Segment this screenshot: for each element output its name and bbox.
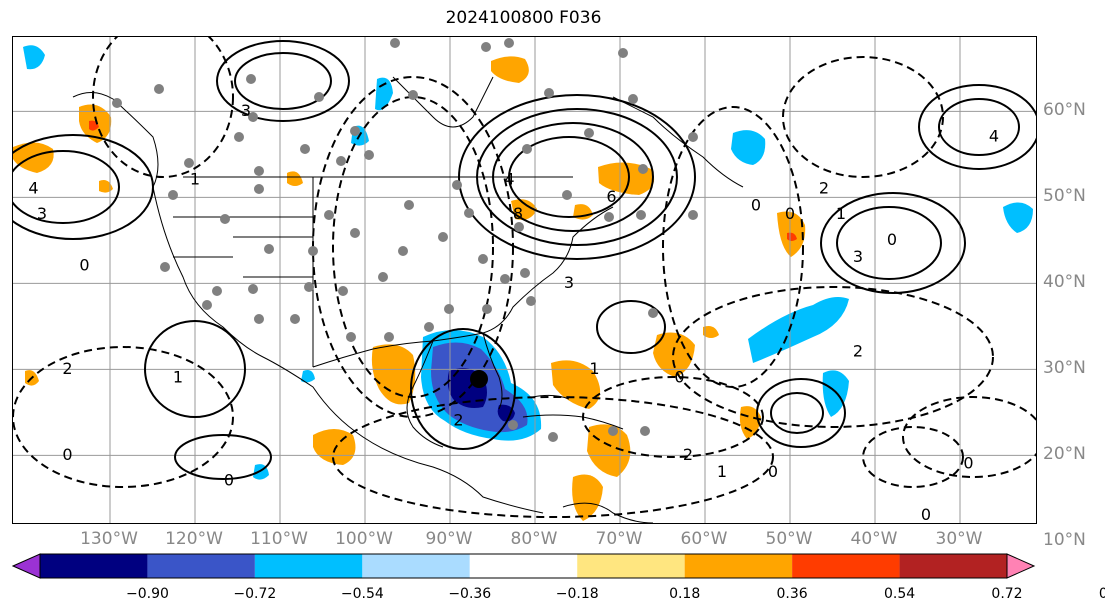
latitude-label: 40°N bbox=[1043, 272, 1086, 293]
longitude-label: 120°W bbox=[165, 529, 223, 549]
colorbar-segment bbox=[684, 554, 793, 578]
contour-label: 2 bbox=[819, 178, 829, 197]
map-title: 2024100800 F036 bbox=[445, 8, 602, 28]
contour-lines bbox=[13, 40, 1036, 480]
colorbar-tick-label: −0.90 bbox=[125, 586, 169, 602]
colorbar-segment bbox=[254, 554, 363, 578]
colorbar-tick-label: 0.72 bbox=[991, 586, 1023, 602]
longitude-label: 80°W bbox=[510, 529, 558, 549]
longitude-label: 100°W bbox=[335, 529, 393, 549]
contour-label: 2 bbox=[853, 342, 863, 361]
contour-label: 0 bbox=[62, 445, 72, 464]
contour-label: 1 bbox=[836, 204, 846, 223]
longitude-label: 70°W bbox=[595, 529, 643, 549]
negative-anomaly-shading bbox=[23, 45, 1033, 480]
contour-label: 6 bbox=[606, 187, 616, 206]
colorbar bbox=[12, 553, 1036, 579]
storm-center-marker bbox=[470, 370, 488, 388]
map-panel[interactable]: 430132148360021304102210000002 bbox=[12, 36, 1037, 524]
contour-label: 2 bbox=[683, 445, 693, 464]
latitude-label: 10°N bbox=[1043, 530, 1086, 551]
contour-label: 3 bbox=[241, 101, 251, 120]
latitude-label: 20°N bbox=[1043, 444, 1086, 465]
colorbar-segment bbox=[469, 554, 578, 578]
colorbar-tick-label: −0.54 bbox=[340, 586, 384, 602]
latitude-label: 60°N bbox=[1043, 100, 1086, 121]
longitude-label: 40°W bbox=[850, 529, 898, 549]
contour-label: 1 bbox=[190, 170, 200, 189]
colorbar-segment bbox=[147, 554, 255, 578]
forecast-map: 430132148360021304102210000002 bbox=[13, 37, 1036, 523]
contour-label: 4 bbox=[989, 127, 999, 146]
graticule bbox=[13, 37, 1036, 523]
longitude-label: 30°W bbox=[935, 529, 983, 549]
colorbar-under-extension bbox=[12, 553, 41, 579]
colorbar-tick-label: 0.54 bbox=[883, 586, 916, 602]
contour-label: 3 bbox=[564, 273, 574, 292]
colorbar-segment bbox=[899, 554, 1007, 578]
contour-label: 0 bbox=[785, 204, 795, 223]
coastlines bbox=[72, 76, 744, 523]
colorbar-over-extension bbox=[1006, 553, 1036, 579]
contour-label: 8 bbox=[513, 204, 523, 223]
contour-label: 0 bbox=[674, 368, 684, 387]
contour-label: 1 bbox=[173, 368, 183, 387]
colorbar-tick-label: −0.18 bbox=[555, 586, 599, 602]
contour-label: 0 bbox=[768, 462, 778, 481]
latitude-label: 50°N bbox=[1043, 186, 1086, 207]
latitude-label: 30°N bbox=[1043, 358, 1086, 379]
contour-label: 1 bbox=[589, 359, 599, 378]
longitude-label: 60°W bbox=[680, 529, 728, 549]
colorbar-segment bbox=[40, 554, 148, 578]
contour-label: 2 bbox=[62, 359, 72, 378]
colorbar-tick-label: 0.36 bbox=[776, 586, 808, 602]
colorbar-segment bbox=[362, 554, 470, 578]
longitude-label: 90°W bbox=[425, 529, 473, 549]
station-dots bbox=[112, 38, 698, 442]
contour-label: 4 bbox=[504, 170, 514, 189]
colorbar-tick-label: −0.72 bbox=[233, 586, 277, 602]
contour-label: 2 bbox=[453, 411, 463, 430]
contour-label: 3 bbox=[37, 204, 47, 223]
contour-label: 4 bbox=[28, 178, 38, 197]
contour-labels: 430132148360021304102210000002 bbox=[28, 101, 999, 523]
colorbar-frame bbox=[39, 553, 1008, 579]
colorbar-tick-label: −0.36 bbox=[448, 586, 492, 602]
contour-label: 1 bbox=[717, 462, 727, 481]
colorbar-segment bbox=[792, 554, 900, 578]
colorbar-tick-label: 0.18 bbox=[669, 586, 701, 602]
contour-label: 3 bbox=[853, 247, 863, 266]
contour-label: 0 bbox=[224, 471, 234, 490]
longitude-label: 50°W bbox=[765, 529, 813, 549]
contour-label: 0 bbox=[963, 454, 973, 473]
longitude-label: 130°W bbox=[80, 529, 138, 549]
contour-label: 0 bbox=[887, 230, 897, 249]
contour-label: 0 bbox=[79, 256, 89, 275]
colorbar-tick-label: 0.90 bbox=[1098, 586, 1105, 602]
colorbar-segment bbox=[577, 554, 685, 578]
contour-label: 0 bbox=[751, 196, 761, 215]
longitude-label: 110°W bbox=[250, 529, 308, 549]
contour-label: 0 bbox=[921, 505, 931, 523]
